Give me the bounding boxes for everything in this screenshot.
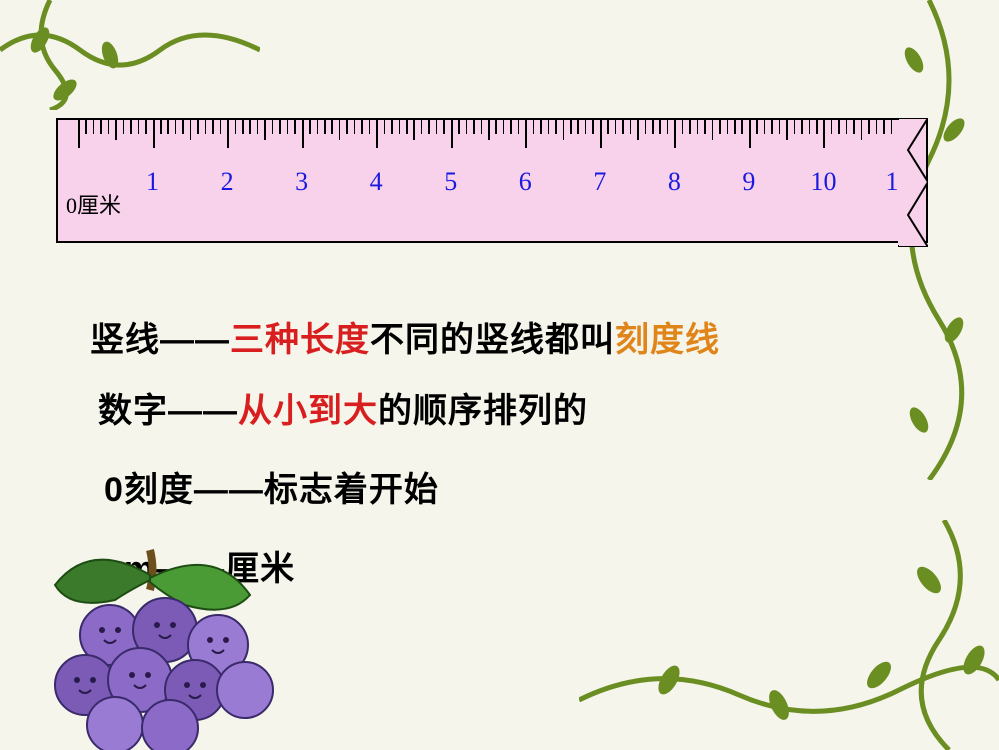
ruler-number: 2 [221, 167, 234, 197]
ruler-notch [898, 118, 928, 247]
line2-part2: 从小到大 [238, 392, 378, 430]
ruler-body: 1234567891011 0厘米 [56, 118, 928, 243]
ruler: 1234567891011 0厘米 [56, 118, 928, 243]
line-2: 数字——从小到大的顺序排列的 [98, 383, 910, 432]
ruler-number: 6 [519, 167, 532, 197]
line1-part1: 竖线—— [90, 321, 230, 359]
ruler-number: 10 [810, 167, 836, 197]
ruler-number: 5 [444, 167, 457, 197]
vine-top-left [0, 0, 260, 110]
ruler-number: 7 [593, 167, 606, 197]
grapes-icon [0, 540, 300, 750]
ruler-number: 4 [370, 167, 383, 197]
ruler-zero-label: 0厘米 [66, 188, 121, 220]
ruler-number: 8 [668, 167, 681, 197]
ruler-numbers: 1234567891011 [78, 167, 896, 197]
line1-part3: 不同的竖线都叫 [370, 321, 615, 359]
line-3: 0刻度——标志着开始 [104, 462, 910, 511]
line1-part4: 刻度线 [615, 321, 720, 359]
line2-part1: 数字—— [98, 392, 238, 430]
ruler-number: 9 [742, 167, 755, 197]
line-1: 竖线——三种长度不同的竖线都叫刻度线 [90, 312, 910, 361]
line2-part3: 的顺序排列的 [378, 392, 588, 430]
ruler-ticks [78, 120, 896, 160]
ruler-number: 3 [295, 167, 308, 197]
ruler-number: 1 [146, 167, 159, 197]
line1-part2: 三种长度 [230, 321, 370, 359]
